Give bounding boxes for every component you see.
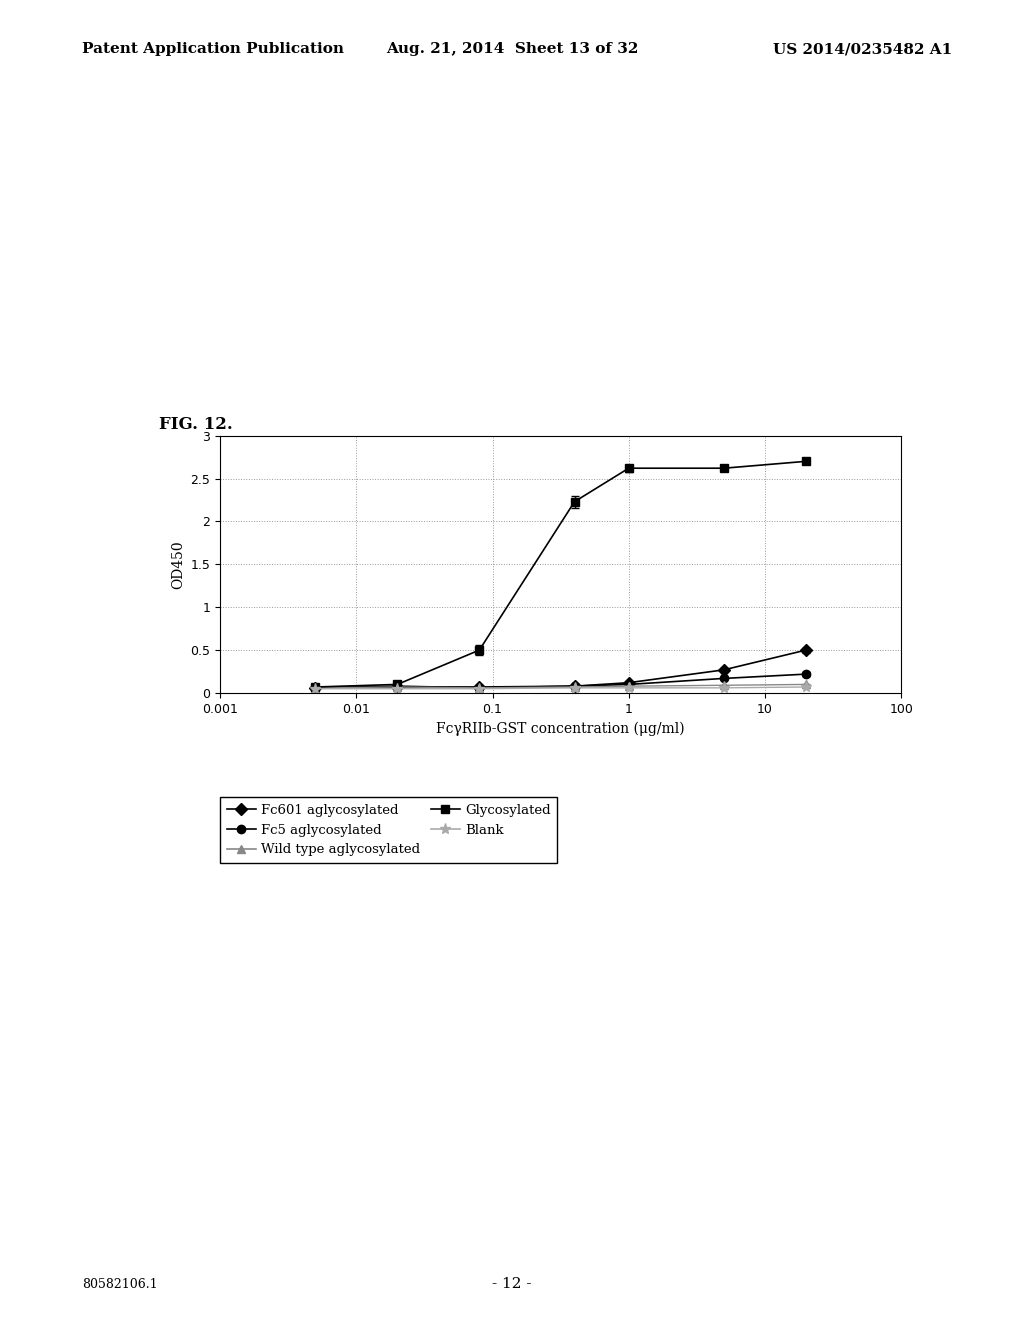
X-axis label: FcγRIIb-GST concentration (μg/ml): FcγRIIb-GST concentration (μg/ml) [436, 721, 685, 735]
Text: - 12 -: - 12 - [493, 1276, 531, 1291]
Text: Patent Application Publication: Patent Application Publication [82, 42, 344, 57]
Text: US 2014/0235482 A1: US 2014/0235482 A1 [773, 42, 952, 57]
Text: 80582106.1: 80582106.1 [82, 1278, 158, 1291]
Y-axis label: OD450: OD450 [171, 540, 185, 589]
Text: FIG. 12.: FIG. 12. [159, 416, 232, 433]
Legend: Fc601 aglycosylated, Fc5 aglycosylated, Wild type aglycosylated, Glycosylated, B: Fc601 aglycosylated, Fc5 aglycosylated, … [220, 797, 557, 863]
Text: Aug. 21, 2014  Sheet 13 of 32: Aug. 21, 2014 Sheet 13 of 32 [386, 42, 638, 57]
